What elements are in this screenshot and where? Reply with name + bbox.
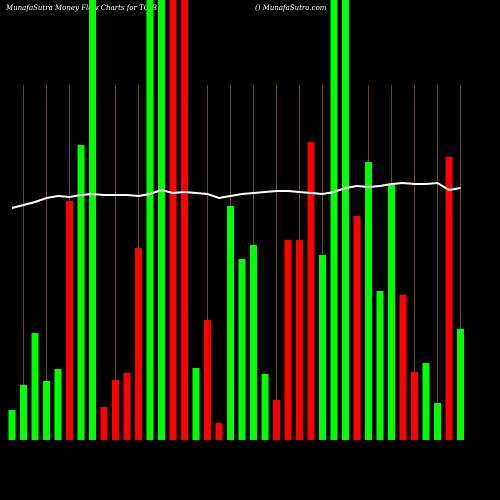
bar xyxy=(296,240,303,440)
bar xyxy=(411,372,418,440)
bar xyxy=(434,403,441,440)
bar xyxy=(330,0,338,440)
bar xyxy=(43,381,50,440)
bar xyxy=(365,162,372,440)
bar xyxy=(89,0,96,440)
bar xyxy=(250,245,257,440)
bar xyxy=(273,400,280,440)
bar xyxy=(66,201,73,440)
chart-title: MunafaSutra Money Flow Charts for TCIB xyxy=(5,4,157,12)
bar xyxy=(353,216,361,440)
bar xyxy=(77,145,85,440)
bar xyxy=(181,0,188,440)
bar xyxy=(422,363,430,440)
bar xyxy=(54,369,62,440)
bar xyxy=(100,407,108,440)
bar xyxy=(215,423,223,440)
bar xyxy=(146,0,154,440)
bar xyxy=(135,248,142,440)
bar xyxy=(238,259,246,440)
bar xyxy=(227,206,234,440)
bar xyxy=(388,184,395,440)
bar xyxy=(112,380,119,440)
bar xyxy=(169,0,177,440)
bar xyxy=(158,0,165,440)
bar xyxy=(457,329,464,440)
bar xyxy=(319,255,326,440)
money-flow-line xyxy=(11,181,461,209)
chart-subtitle: () MunafaSutra.com xyxy=(255,4,327,12)
bar xyxy=(399,295,407,440)
bar xyxy=(192,368,200,440)
bar xyxy=(376,291,384,440)
bar xyxy=(123,373,131,440)
bar xyxy=(261,374,269,440)
bar xyxy=(445,157,453,440)
bar xyxy=(204,320,211,440)
bar xyxy=(307,142,315,440)
bar xyxy=(20,385,27,440)
bar xyxy=(284,240,292,440)
bar xyxy=(31,333,39,440)
bar xyxy=(8,410,16,440)
bar xyxy=(342,0,349,440)
